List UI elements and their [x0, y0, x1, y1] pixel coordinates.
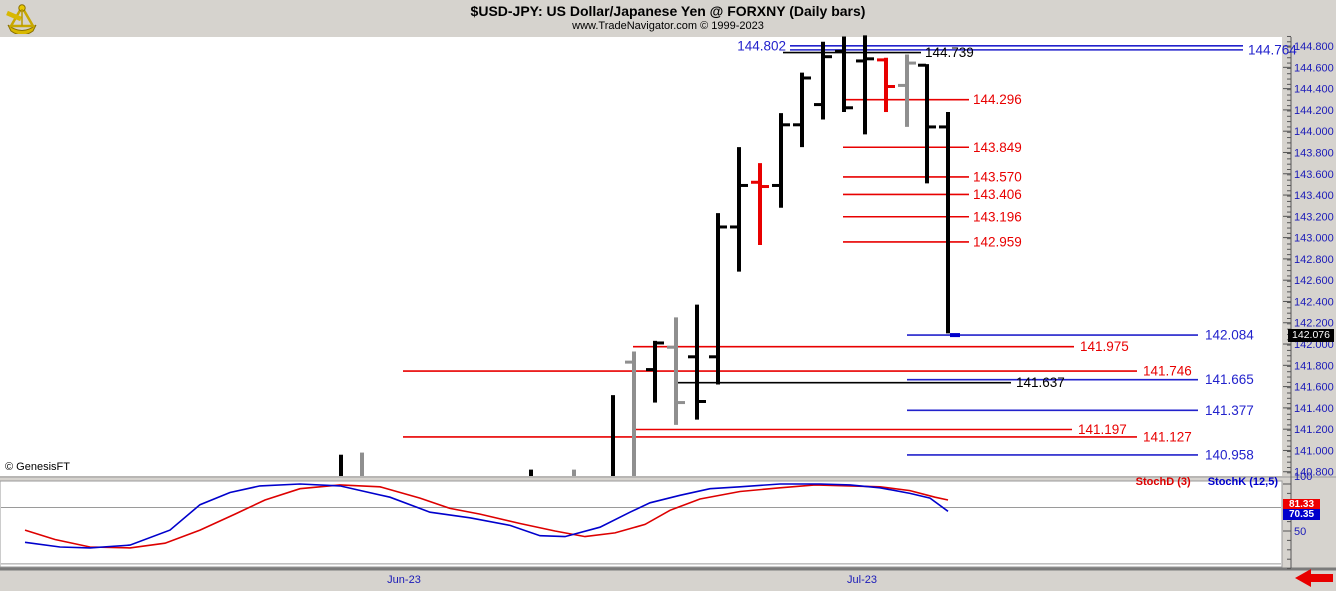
price-level-label: 141.975	[1080, 339, 1129, 354]
price-axis-tick-label: 141.600	[1294, 382, 1334, 394]
price-axis-tick-label: 140.800	[1294, 467, 1334, 479]
price-axis-tick-label: 143.400	[1294, 190, 1334, 202]
last-close-marker	[950, 333, 960, 338]
price-level-label: 144.802	[737, 38, 786, 53]
price-axis-tick-label: 144.800	[1294, 41, 1334, 53]
price-level-label: 144.739	[925, 45, 974, 60]
price-level-label: 143.570	[973, 169, 1022, 184]
price-axis-tick-label: 143.000	[1294, 233, 1334, 245]
price-axis-tick-label: 144.200	[1294, 105, 1334, 117]
stochd-legend-label: StochD (3)	[1135, 476, 1191, 488]
copyright-label: © GenesisFT	[5, 461, 70, 473]
price-axis-tick-label: 144.400	[1294, 84, 1334, 96]
price-level-label: 144.296	[973, 92, 1022, 107]
price-level-label: 144.764	[1248, 42, 1297, 57]
date-axis-label: Jun-23	[387, 574, 421, 586]
price-level-label: 141.746	[1143, 364, 1192, 379]
chart-title: $USD-JPY: US Dollar/Japanese Yen @ FORXN…	[470, 3, 866, 19]
stoch-legend: StochD (3) StochK (12,5)	[1122, 476, 1278, 488]
stoch-axis-tick-label: 100	[1294, 471, 1312, 483]
stochd-line	[24, 484, 949, 549]
price-level-label: 141.665	[1205, 372, 1254, 387]
price-axis-tick-label: 143.800	[1294, 147, 1334, 159]
stochastic-panel[interactable]	[0, 480, 1283, 568]
chart-subtitle: www.TradeNavigator.com © 1999-2023	[572, 20, 764, 32]
price-axis-tick-label: 141.800	[1294, 360, 1334, 372]
price-level-label: 141.197	[1078, 422, 1127, 437]
price-axis-tick-label: 141.400	[1294, 403, 1334, 415]
price-axis-tick-label: 142.200	[1294, 318, 1334, 330]
date-axis-label: Jul-23	[847, 574, 877, 586]
price-axis-tick-label: 143.200	[1294, 211, 1334, 223]
current-price-box: 142.076	[1288, 329, 1334, 343]
stochk-value-box: 70.35	[1283, 508, 1320, 520]
scroll-left-arrow-icon[interactable]	[1295, 569, 1333, 587]
price-level-label: 142.959	[973, 234, 1022, 249]
price-level-label: 141.377	[1205, 403, 1254, 418]
price-axis-tick-label: 142.400	[1294, 296, 1334, 308]
price-axis-tick-label: 141.200	[1294, 424, 1334, 436]
stochd-value-box: 81.33	[1283, 498, 1320, 510]
price-axis-tick-label: 143.600	[1294, 169, 1334, 181]
stochk-line	[24, 483, 949, 549]
price-axis-tick-label: 141.000	[1294, 445, 1334, 457]
price-axis-tick-label: 144.600	[1294, 62, 1334, 74]
price-axis-tick-label: 142.600	[1294, 275, 1334, 287]
price-level-label: 141.127	[1143, 429, 1192, 444]
stochk-legend-label: StochK (12,5)	[1207, 476, 1278, 488]
price-level-label: 140.958	[1205, 447, 1254, 462]
price-axis-tick-label: 142.800	[1294, 254, 1334, 266]
price-level-label: 143.406	[973, 187, 1022, 202]
price-axis-tick-label: 144.000	[1294, 126, 1334, 138]
genesis-logo-icon	[2, 2, 42, 36]
price-level-label: 143.849	[973, 140, 1022, 155]
price-level-label: 143.196	[973, 209, 1022, 224]
price-chart-panel[interactable]	[0, 37, 1282, 476]
stoch-axis-tick-label: 50	[1294, 526, 1306, 538]
price-level-label: 142.084	[1205, 328, 1254, 343]
price-level-label: 141.637	[1016, 375, 1065, 390]
